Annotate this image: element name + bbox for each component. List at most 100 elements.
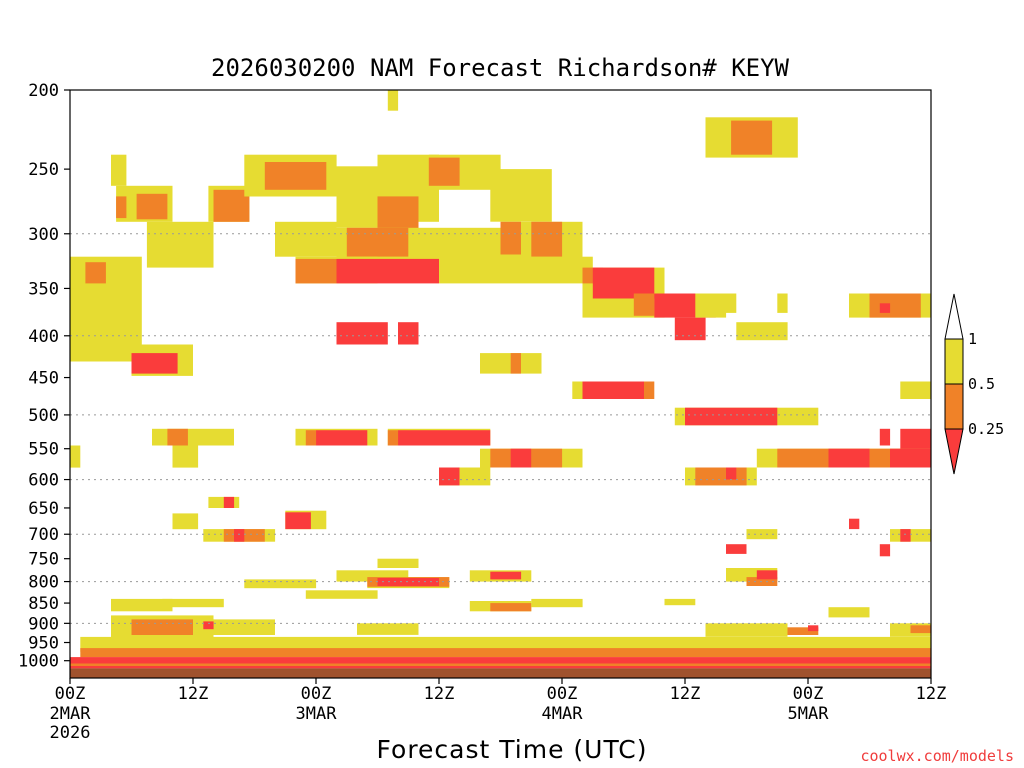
credit-text[interactable]: coolwx.com/models: [860, 747, 1014, 765]
ri-region-yellow: [146, 221, 214, 268]
ri-region-red: [879, 428, 891, 446]
ri-region-yellow: [336, 570, 409, 582]
ri-region-yellow: [705, 623, 788, 637]
ri-region-orange: [167, 428, 188, 446]
ri-region-red: [900, 428, 932, 449]
ri-region-yellow: [900, 381, 932, 399]
ri-region-red: [336, 322, 388, 345]
ri-region-yellow: [80, 636, 932, 652]
x-axis-label: Forecast Time (UTC): [377, 735, 648, 764]
ri-region-yellow: [695, 293, 727, 318]
ri-region-orange: [85, 262, 106, 284]
y-tick-label: 450: [28, 369, 59, 389]
x-tick-date: 3MAR: [296, 704, 338, 724]
ri-region-red: [70, 657, 931, 664]
ri-region-red: [849, 518, 860, 530]
ri-region-orange: [787, 627, 819, 635]
ri-region-yellow: [357, 623, 419, 635]
ri-region-red: [685, 407, 778, 426]
ri-region-orange: [510, 353, 521, 374]
ri-region-yellow: [172, 445, 199, 468]
ri-region-yellow: [305, 590, 378, 599]
ri-region-orange: [428, 157, 460, 186]
colorbar-swatch-yellow: [944, 338, 964, 385]
x-tick-label: 12Z: [670, 684, 701, 704]
x-tick-date: 5MAR: [788, 704, 830, 724]
ri-region-red: [203, 621, 214, 630]
ri-region-red: [900, 529, 911, 542]
y-tick-label: 500: [28, 406, 59, 426]
colorbar-level-label: 0.25: [968, 420, 1004, 438]
ri-region-yellow: [70, 445, 81, 468]
ri-region-yellow: [387, 90, 399, 111]
ri-region-red: [234, 529, 245, 542]
ri-region-yellow: [336, 166, 378, 228]
ri-region-orange: [70, 663, 931, 666]
ri-region-red: [582, 381, 644, 399]
ri-region-yellow: [664, 598, 696, 606]
colorbar: 1 0.5 0.25: [944, 293, 1004, 475]
ri-region-orange: [633, 293, 655, 316]
x-tick-label: 00Z: [55, 684, 86, 704]
ri-region-red: [223, 496, 235, 508]
ri-region-red: [756, 570, 778, 580]
ri-region-red: [726, 544, 747, 554]
ri-region-yellow: [439, 256, 593, 284]
ri-region-orange: [500, 221, 521, 255]
ri-region-yellow: [111, 598, 173, 612]
x-tick-label: 12Z: [178, 684, 209, 704]
ri-region-orange: [377, 196, 419, 234]
ri-region-red: [285, 512, 311, 530]
ri-region-yellow: [208, 496, 240, 508]
y-tick-label: 200: [28, 81, 59, 101]
ri-region-red: [336, 258, 439, 284]
ri-region-red: [828, 448, 870, 468]
ri-region-red: [879, 303, 891, 313]
x-tick-date: 4MAR: [542, 704, 584, 724]
ri-region-red: [490, 571, 522, 580]
ri-region-red: [808, 625, 819, 632]
ri-region-orange: [490, 603, 532, 612]
ri-region-red: [439, 467, 460, 486]
colorbar-bottom-arrow: [944, 428, 964, 475]
x-tick-year: 2026: [50, 723, 91, 743]
ri-region-orange: [80, 648, 932, 658]
ri-region-yellow: [111, 154, 127, 186]
ri-region-orange: [264, 162, 327, 190]
y-tick-label: 600: [28, 471, 59, 491]
ri-region-orange: [387, 430, 399, 446]
ri-region-yellow: [213, 619, 275, 635]
y-tick-label: 850: [28, 594, 59, 614]
ri-region-yellow: [726, 293, 737, 313]
ri-region-red: [726, 467, 737, 480]
y-tick-label: 1000: [18, 652, 59, 672]
ri-region-yellow: [777, 293, 788, 313]
ri-region-red: [398, 322, 419, 345]
ri-region-yellow: [828, 607, 870, 618]
colorbar-top-arrow: [944, 293, 964, 340]
x-tick-label: 00Z: [547, 684, 578, 704]
ri-region-orange: [305, 430, 317, 446]
ri-region-yellow: [531, 598, 583, 608]
ri-region-orange: [644, 381, 655, 399]
plot-frame: [69, 89, 932, 679]
x-tick-label: 12Z: [424, 684, 455, 704]
y-tick-label: 800: [28, 573, 59, 593]
chart-title: 2026030200 NAM Forecast Richardson# KEYW: [211, 54, 790, 82]
ri-region-orange: [346, 227, 409, 257]
ri-region-orange: [695, 467, 747, 486]
x-tick-date: 2MAR: [50, 704, 92, 724]
x-tick-label: 00Z: [793, 684, 824, 704]
ri-region-red: [510, 448, 532, 468]
x-tick-label: 00Z: [301, 684, 332, 704]
y-tick-label: 400: [28, 327, 59, 347]
y-tick-label: 700: [28, 525, 59, 545]
y-tick-label: 300: [28, 225, 59, 245]
y-tick-label: 350: [28, 279, 59, 299]
ri-region-yellow: [490, 169, 552, 222]
y-tick-label: 250: [28, 160, 59, 180]
x-tick-label: 12Z: [916, 684, 947, 704]
axes: 200 250 300 350 400 450 500 550 600 650 700 750 8008…: [18, 81, 946, 743]
colorbar-level-label: 1: [968, 330, 977, 348]
